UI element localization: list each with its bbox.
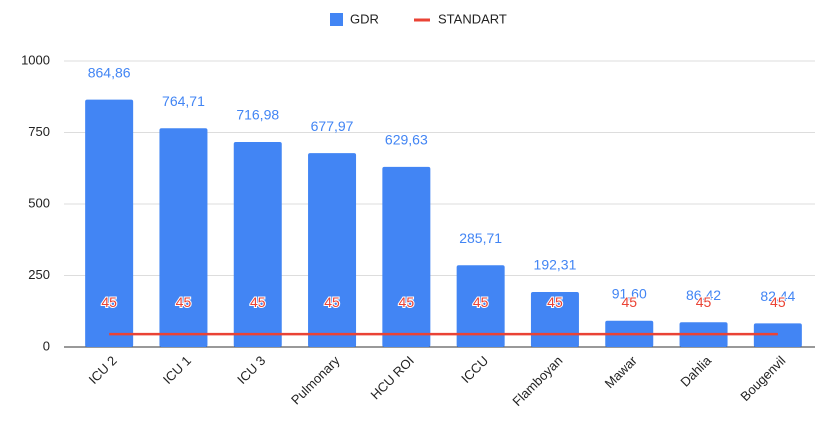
x-tick-label: ICU 1 <box>160 353 194 387</box>
data-label: 45 <box>621 294 637 310</box>
bar <box>382 166 431 347</box>
bar <box>233 141 282 347</box>
legend-swatch <box>330 13 343 26</box>
x-tick: Pulmonary <box>288 353 343 408</box>
data-label: 45 <box>696 294 712 310</box>
x-tick: ICCU <box>458 353 491 386</box>
x-tick: HCU ROI <box>367 353 416 402</box>
data-label: 677,97 <box>311 118 354 134</box>
data-label: 716,98 <box>236 107 279 123</box>
data-label: 192,31 <box>534 257 577 273</box>
y-tick-label: 500 <box>28 195 50 210</box>
data-label: 45 <box>250 294 266 310</box>
x-tick: ICU 1 <box>160 353 194 387</box>
x-tick-label: Pulmonary <box>288 353 343 408</box>
bar <box>85 99 134 347</box>
legend-label: STANDART <box>438 11 507 26</box>
x-tick-label: Flamboyan <box>509 353 565 409</box>
data-label: 91,60 <box>612 286 647 302</box>
data-label: 629,63 <box>385 132 428 148</box>
y-tick-label: 0 <box>43 338 50 353</box>
bar <box>456 265 505 347</box>
y-tick-label: 750 <box>28 124 50 139</box>
data-label: 86,42 <box>686 287 721 303</box>
data-label: 45 <box>399 294 415 310</box>
data-label: 45 <box>547 294 563 310</box>
x-tick-label: ICU 2 <box>86 353 120 387</box>
x-tick: Bougenvil <box>737 353 788 404</box>
data-label: 45 <box>101 294 117 310</box>
x-tick: Flamboyan <box>509 353 565 409</box>
bar <box>159 128 208 347</box>
y-tick-label: 1000 <box>21 52 50 67</box>
data-label: 45 <box>324 294 340 310</box>
x-tick-label: Mawar <box>602 352 641 391</box>
data-label: 45 <box>473 294 489 310</box>
x-tick: Dahlia <box>677 352 714 389</box>
x-tick-label: Bougenvil <box>737 353 788 404</box>
legend-label: GDR <box>350 11 379 26</box>
x-tick: ICU 3 <box>234 353 268 387</box>
data-label: 82,44 <box>760 288 795 304</box>
x-tick-label: Dahlia <box>677 352 714 389</box>
data-label: 45 <box>176 294 192 310</box>
x-tick-label: ICU 3 <box>234 353 268 387</box>
data-label: 285,71 <box>459 230 502 246</box>
x-tick-label: ICCU <box>458 353 491 386</box>
data-label: 864,86 <box>88 64 131 80</box>
data-label: 45 <box>770 294 786 310</box>
x-tick: Mawar <box>602 352 641 391</box>
x-tick: ICU 2 <box>86 353 120 387</box>
y-tick-label: 250 <box>28 267 50 282</box>
x-tick-label: HCU ROI <box>367 353 416 402</box>
data-label: 764,71 <box>162 93 205 109</box>
bar <box>308 153 357 347</box>
